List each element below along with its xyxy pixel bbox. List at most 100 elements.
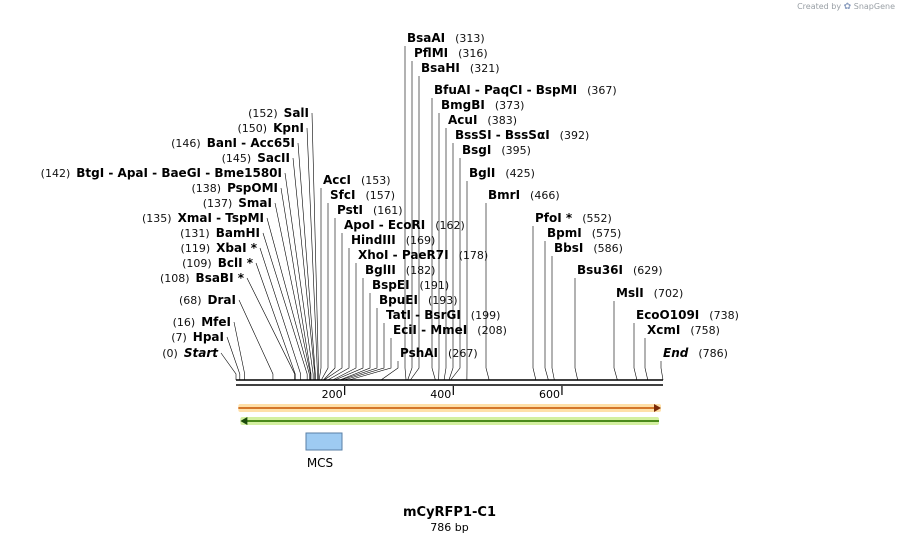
site-pos-pshai: (267) (448, 347, 478, 360)
leader-bsssi-bsss-i (448, 143, 454, 381)
site-label-hpai: HpaI (193, 330, 224, 344)
site-bsssi-bsss-i: BssSI - BssSαI (392) (455, 128, 589, 142)
site-label-xhoi-paer7i: XhoI - PaeR7I (358, 248, 449, 262)
site-xhoi-paer7i: XhoI - PaeR7I (178) (358, 248, 488, 262)
site-xmai-tspmi: (135) XmaI - TspMI (142, 211, 264, 225)
site-label-bgli: BglI (469, 166, 495, 180)
site-label-bsahi: BsaHI (421, 61, 460, 75)
site-bpmi: BpmI (575) (547, 226, 621, 240)
site-pos-bsahi: (321) (470, 62, 500, 75)
site-bbsi: BbsI (586) (554, 241, 623, 255)
site-pos-bglii: (182) (406, 264, 436, 277)
leader-xmai-tspmi (266, 217, 310, 380)
mcs-feature (305, 432, 343, 451)
site-pos-bsaai: (313) (455, 32, 485, 45)
site-pos-sacii: (145) (222, 152, 252, 165)
site-kpni: (150) KpnI (238, 121, 305, 135)
site-label-pspomi: PspOMI (227, 181, 278, 195)
leader-bani-acc65i (297, 142, 316, 380)
leader-smai (274, 202, 311, 380)
site-sali: (152) SalI (248, 106, 309, 120)
site-bglii: BglII (182) (365, 263, 435, 277)
leader-bamhi (262, 232, 308, 380)
feature-track: MCS (238, 404, 662, 470)
site-btgi-apai-baegi-bme1580i: (142) BtgI - ApaI - BaeGI - Bme1580I (41, 166, 282, 180)
site-label-ecii-mmei: EciI - MmeI (393, 323, 467, 337)
leader-bbsi (551, 256, 555, 381)
leader-bsu36i (574, 278, 579, 381)
leader-ecoo109i (633, 323, 638, 381)
site-pos-bsgi: (395) (501, 144, 531, 157)
tick-label-200: 200 (322, 388, 343, 401)
leader-bcli (255, 262, 296, 380)
site-acui: AcuI (383) (448, 113, 517, 127)
ruler-ticks: 200 400 600 (322, 386, 563, 401)
site-pos-smai: (137) (203, 197, 233, 210)
site-label-xcmi: XcmI (647, 323, 680, 337)
site-label-bmri: BmrI (488, 188, 520, 202)
site-pos-start: (0) (162, 347, 178, 360)
leader-tati-bsrgi (344, 323, 385, 381)
site-pshai: PshAI (267) (400, 346, 478, 360)
site-bsu36i: Bsu36I (629) (577, 263, 663, 277)
site-bspei: BspEI (191) (372, 278, 449, 292)
site-label-hindiii: HindIII (351, 233, 396, 247)
leader-drai (238, 299, 274, 380)
leader-pspomi (280, 187, 312, 380)
leader-bsabi (246, 277, 295, 380)
leader-psti (323, 218, 336, 381)
site-label-acci: AccI (323, 173, 351, 187)
leader-hpai (226, 336, 241, 380)
leader-xbai (259, 247, 301, 380)
site-label-start: Start (184, 346, 219, 360)
leader-bmri (485, 203, 490, 381)
site-pos-xbai: (119) (181, 242, 211, 255)
site-pos-bmgbi: (373) (495, 99, 525, 112)
site-label-bani-acc65i: BanI - Acc65I (207, 136, 295, 150)
site-bfuai-paqci-bspmi: BfuAI - PaqCI - BspMI (367) (434, 83, 617, 97)
site-pspomi: (138) PspOMI (191, 181, 278, 195)
leader-bsahi (410, 76, 420, 381)
site-bsaai: BsaAI (313) (407, 31, 485, 45)
tick-label-400: 400 (430, 388, 451, 401)
leader-kpni (306, 127, 318, 380)
site-leader-lines (220, 46, 664, 381)
site-bsahi: BsaHI (321) (421, 61, 500, 75)
site-pos-bpmi: (575) (592, 227, 622, 240)
site-label-bbsi: BbsI (554, 241, 583, 255)
site-label-mfei: MfeI (201, 315, 231, 329)
leader-hindiii (327, 248, 350, 381)
leader-start (220, 352, 237, 380)
site-pos-bcli: (109) (182, 257, 212, 270)
site-label-bsgi: BsgI (462, 143, 491, 157)
site-label-bamhi: BamHI (216, 226, 260, 240)
leader-btgi-apai-baegi-bme1580i (284, 172, 314, 380)
credit-brand: SnapGene (853, 2, 895, 11)
leader-pflmi (407, 61, 413, 381)
leader-sacii (292, 157, 316, 380)
site-pos-pfoi: (552) (582, 212, 612, 225)
site-pos-acui: (383) (487, 114, 517, 127)
snapgene-logo-icon: ✿ (843, 2, 852, 12)
site-tati-bsrgi: TatI - BsrGI (199) (386, 308, 500, 322)
leader-acci (318, 188, 322, 381)
leader-bpuei (340, 308, 378, 381)
site-pos-bsu36i: (629) (633, 264, 663, 277)
site-bsgi: BsgI (395) (462, 143, 531, 157)
site-label-end: End (663, 346, 689, 360)
site-xcmi: XcmI (758) (647, 323, 720, 337)
site-bmri: BmrI (466) (488, 188, 560, 202)
site-pos-pflmi: (316) (458, 47, 488, 60)
site-drai: (68) DraI (179, 293, 236, 307)
site-pos-mfei: (16) (173, 316, 196, 329)
site-pos-bamhi: (131) (180, 227, 210, 240)
plasmid-length: 786 bp (430, 521, 469, 534)
site-label-acui: AcuI (448, 113, 477, 127)
leader-bglii (334, 278, 364, 381)
mcs-label: MCS (307, 456, 333, 470)
leader-bfuai-paqci-bspmi (431, 98, 436, 381)
site-pos-bmri: (466) (530, 189, 560, 202)
site-pfoi: PfoI * (552) (535, 211, 612, 225)
leader-bspei (339, 293, 371, 381)
site-hpai: (7) HpaI (171, 330, 224, 344)
